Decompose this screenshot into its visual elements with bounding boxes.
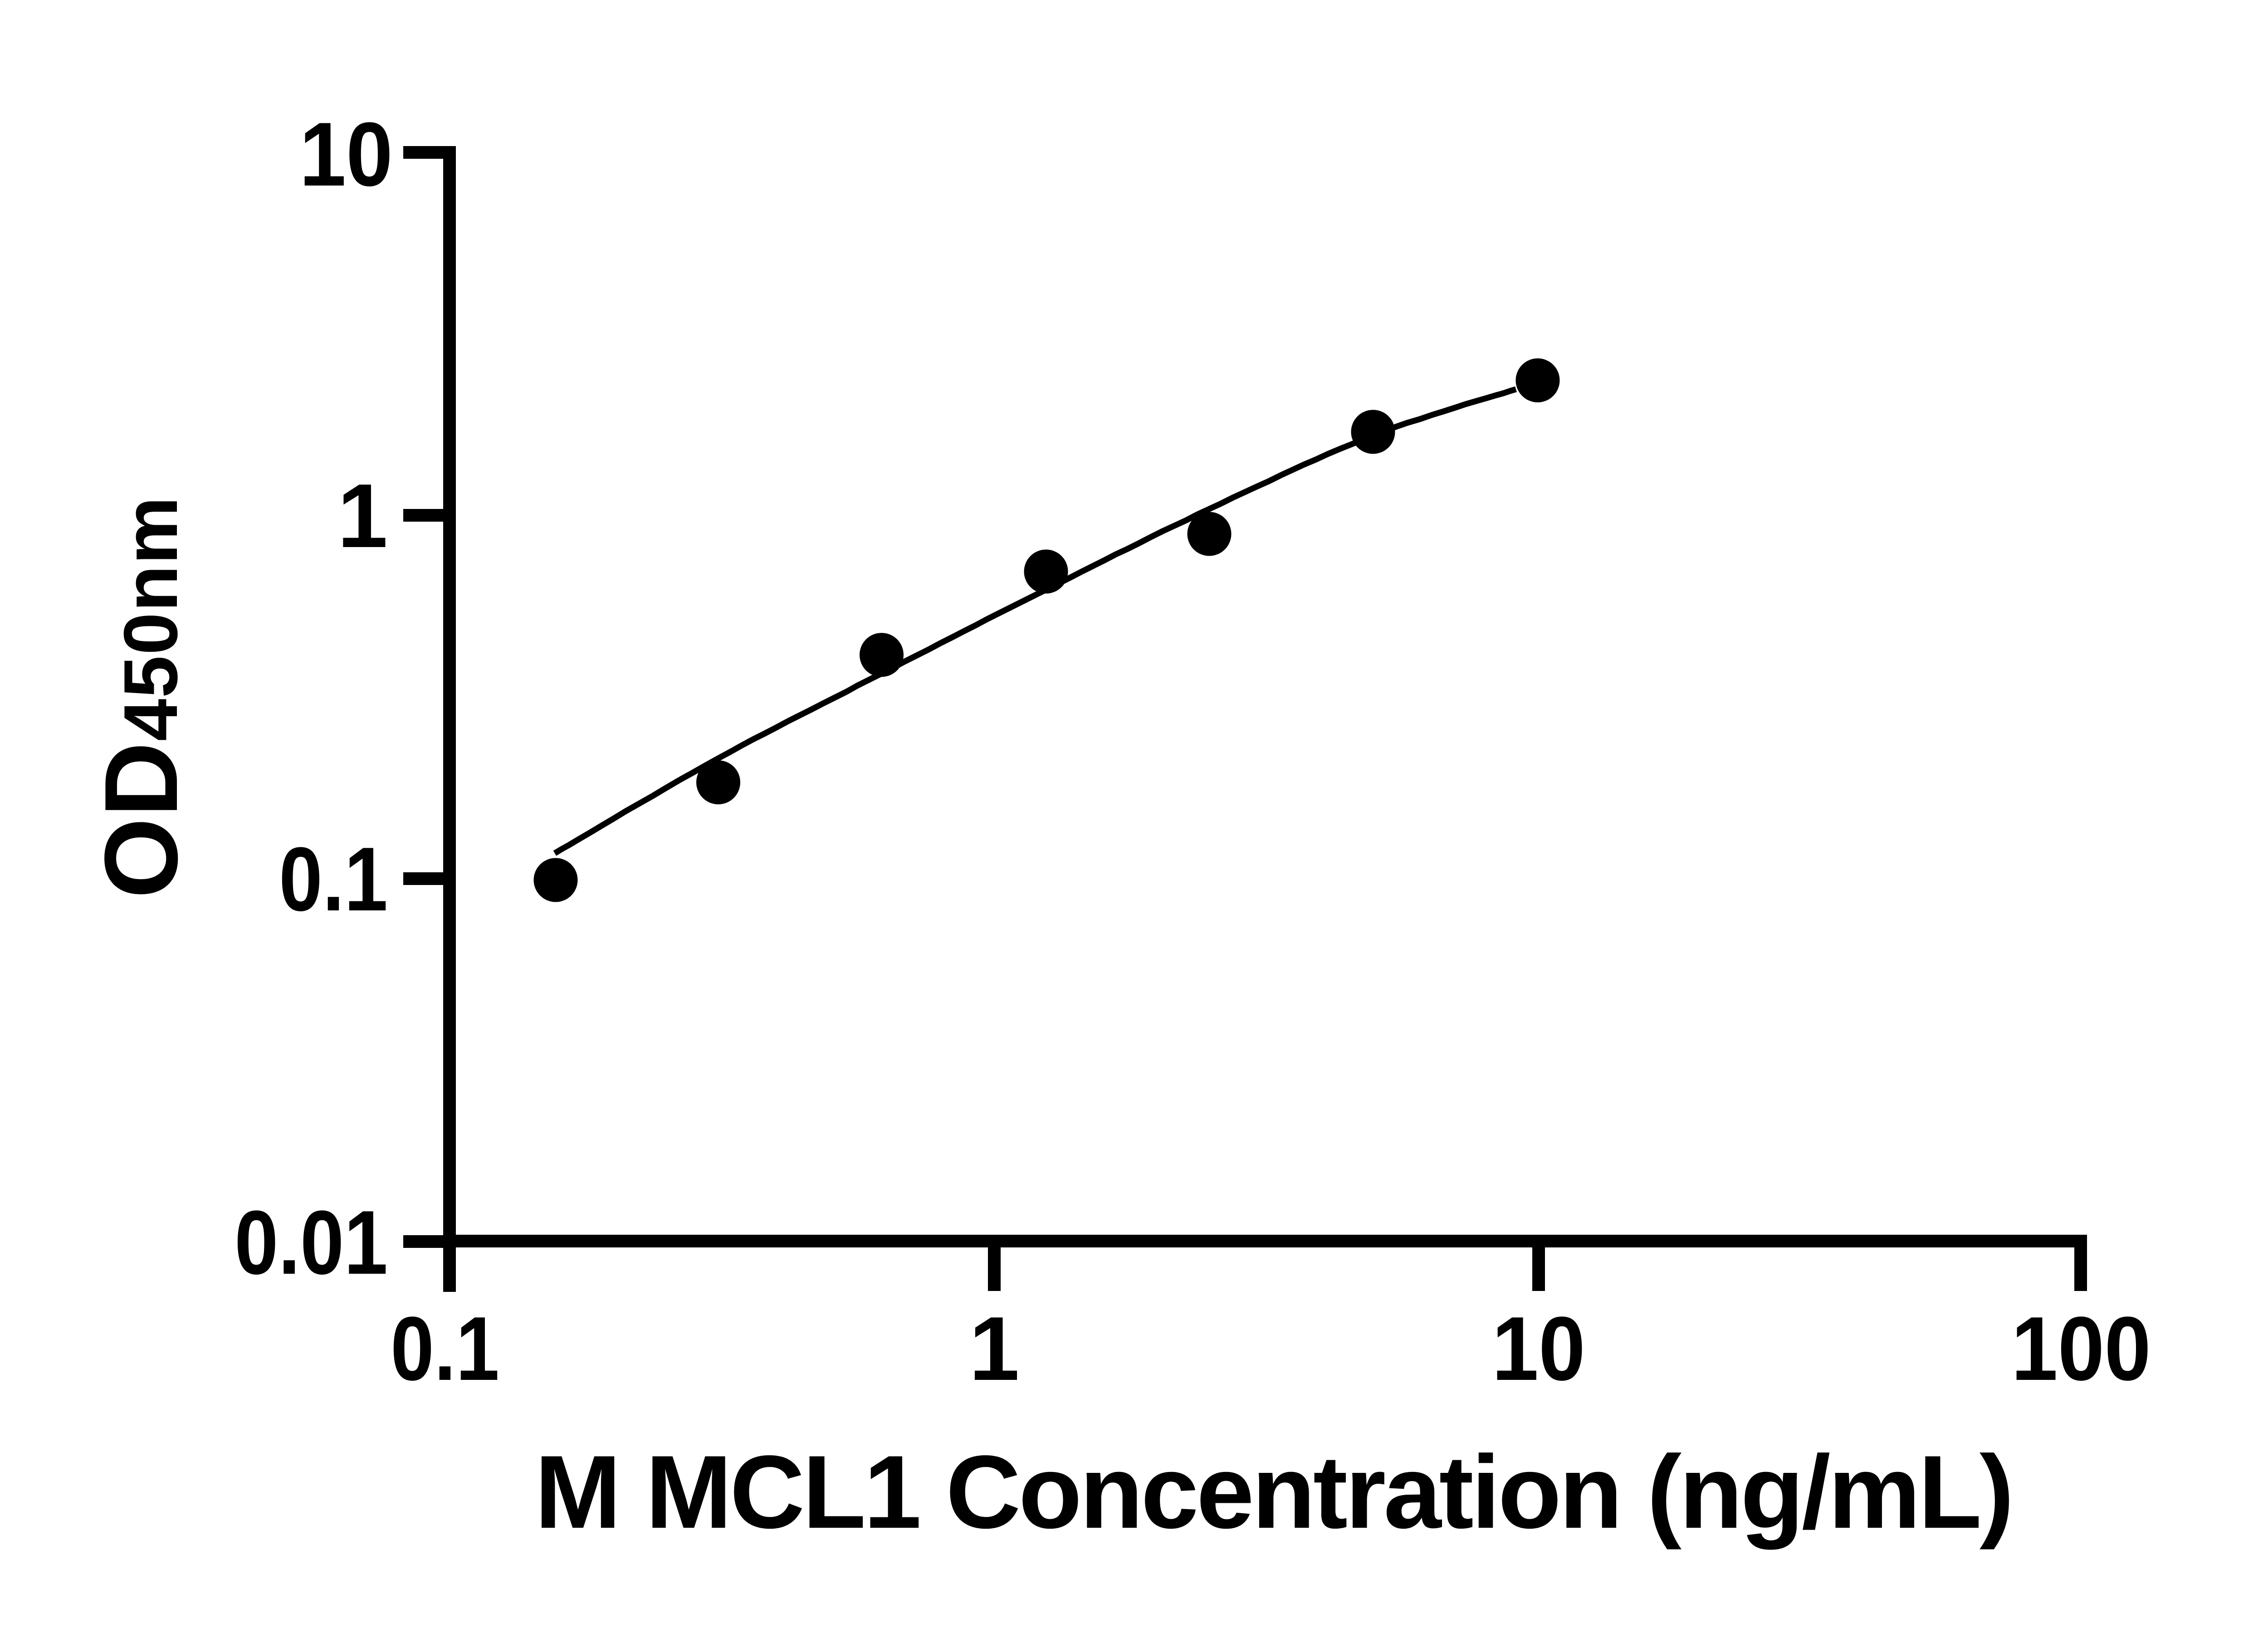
- svg-text:0.01: 0.01: [235, 1192, 388, 1293]
- svg-text:0.1: 0.1: [279, 829, 388, 930]
- svg-text:10: 10: [299, 104, 393, 205]
- svg-text:M MCL1 Concentration (ng/mL): M MCL1 Concentration (ng/mL): [535, 1434, 2012, 1550]
- svg-text:0.1: 0.1: [391, 1298, 499, 1399]
- svg-text:10: 10: [1492, 1298, 1585, 1399]
- svg-text:100: 100: [2011, 1298, 2151, 1399]
- svg-text:1: 1: [969, 1298, 1019, 1399]
- svg-text:1: 1: [337, 465, 388, 567]
